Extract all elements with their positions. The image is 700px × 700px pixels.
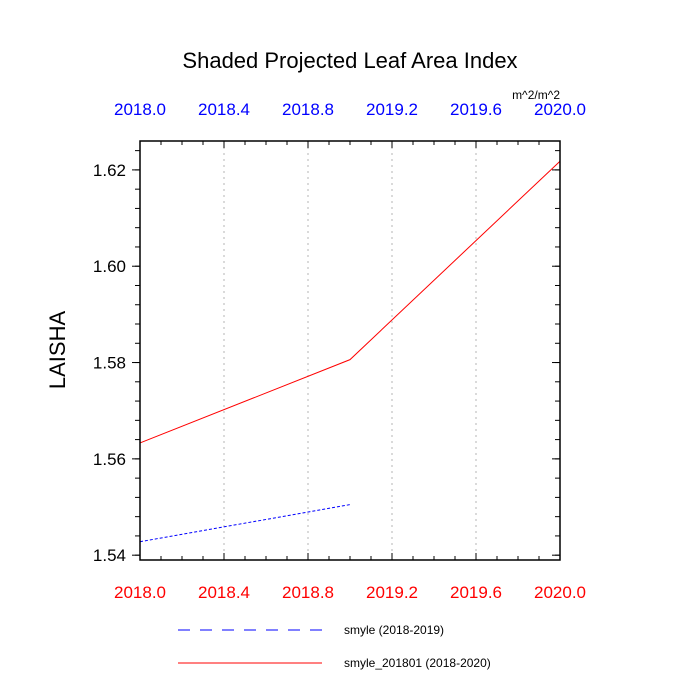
- units-label: m^2/m^2: [512, 88, 560, 102]
- y-tick-label: 1.62: [93, 161, 126, 180]
- x-tick-label-bottom: 2020.0: [534, 583, 586, 602]
- x-tick-label-top: 2020.0: [534, 100, 586, 119]
- series-line: [139, 160, 561, 444]
- x-tick-label-bottom: 2018.4: [198, 583, 250, 602]
- x-tick-label-bottom: 2018.8: [282, 583, 334, 602]
- legend-label: smyle (2018-2019): [344, 623, 444, 637]
- y-axis-label: LAISHA: [45, 311, 70, 390]
- plot-frame: [139, 140, 561, 561]
- legend: smyle (2018-2019) smyle_201801 (2018-2020…: [178, 623, 491, 670]
- x-tick-label-bottom: 2018.0: [114, 583, 166, 602]
- x-tick-label-top: 2018.0: [114, 100, 166, 119]
- legend-label: smyle_201801 (2018-2020): [344, 656, 491, 670]
- x-tick-label-bottom: 2019.6: [450, 583, 502, 602]
- x-tick-label-top: 2018.8: [282, 100, 334, 119]
- y-tick-label: 1.58: [93, 354, 126, 373]
- grid-lines: [223, 141, 477, 560]
- x-tick-label-top: 2019.2: [366, 100, 418, 119]
- y-tick-label: 1.56: [93, 450, 126, 469]
- axis-ticks: 2018.0 2018.0 2018.4 2018.4 2018.8 2018.8 2019…: [93, 100, 586, 602]
- x-tick-label-top: 2019.6: [450, 100, 502, 119]
- chart-title: Shaded Projected Leaf Area Index: [182, 48, 517, 73]
- series-lines: [139, 160, 561, 543]
- y-tick-label: 1.54: [93, 546, 126, 565]
- x-tick-label-bottom: 2019.2: [366, 583, 418, 602]
- y-tick-label: 1.60: [93, 257, 126, 276]
- x-tick-label-top: 2018.4: [198, 100, 250, 119]
- series-line: [139, 504, 351, 543]
